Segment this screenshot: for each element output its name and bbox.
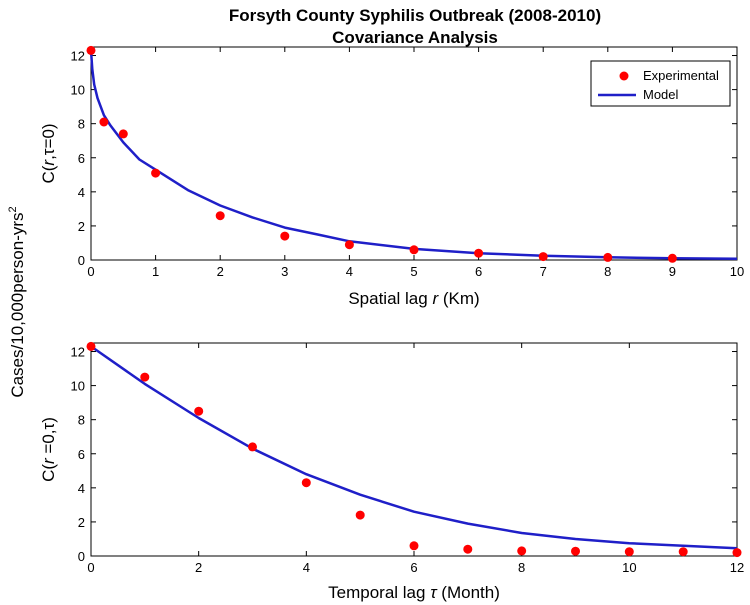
shared-y-axis-label-text: Cases/10,000person-yrs [8, 212, 27, 397]
temporal-experimental-point [732, 548, 742, 558]
temporal-experimental-point [86, 341, 96, 351]
legend: Experimental Model [590, 60, 731, 107]
temporal-y-tick-label: 8 [78, 413, 85, 428]
spatial-y-tick-label: 0 [78, 253, 85, 268]
spatial-y-axis-label-part: r [39, 159, 58, 166]
temporal-x-axis-label-text: Temporal lag [328, 583, 430, 602]
legend-model-label: Model [643, 87, 679, 102]
spatial-x-axis-label-variable: r [432, 289, 439, 308]
spatial-x-tick-label: 2 [217, 264, 224, 279]
temporal-x-tick-label: 2 [195, 560, 202, 575]
spatial-y-tick-label: 10 [71, 83, 85, 98]
legend-box [590, 60, 731, 107]
spatial-experimental-point [215, 211, 225, 221]
legend-experimental-label: Experimental [643, 68, 719, 83]
temporal-x-tick-label: 8 [518, 560, 525, 575]
temporal-model-line [90, 345, 738, 550]
temporal-experimental-point [517, 546, 527, 556]
temporal-experimental-point [355, 510, 365, 520]
temporal-plot-area [90, 342, 738, 557]
temporal-experimental-point [571, 546, 580, 556]
temporal-y-tick-label: 0 [78, 549, 85, 564]
spatial-model-line [89, 50, 738, 261]
spatial-x-axis-label-text: Spatial lag [348, 289, 432, 308]
legend-experimental-marker [619, 71, 629, 81]
spatial-experimental-point [280, 231, 290, 241]
spatial-x-tick-label: 4 [346, 264, 353, 279]
temporal-x-tick-label: 12 [730, 560, 744, 575]
spatial-experimental-point [86, 45, 96, 55]
chart-title: Forsyth County Syphilis Outbreak (2008-2… [229, 6, 601, 25]
spatial-x-tick-label: 5 [410, 264, 417, 279]
temporal-y-tick-label: 10 [71, 379, 85, 394]
shared-y-axis-label: Cases/10,000person-yrs2 [7, 206, 27, 397]
temporal-experimental-point [301, 478, 311, 488]
spatial-x-tick-label: 10 [730, 264, 744, 279]
spatial-y-tick-label: 2 [78, 219, 85, 234]
temporal-x-axis-label-unit: (Month) [437, 583, 500, 602]
spatial-x-axis-label: Spatial lag r (Km) [348, 289, 479, 308]
chart-subtitle: Covariance Analysis [332, 28, 498, 47]
temporal-y-tick-label: 4 [78, 481, 85, 496]
temporal-y-tick-label: 2 [78, 515, 85, 530]
temporal-y-tick-label: 6 [78, 447, 85, 462]
temporal-y-axis-label: C(r =0,τ) [39, 417, 58, 482]
temporal-x-tick-label: 4 [303, 560, 310, 575]
temporal-y-tick-label: 12 [71, 345, 85, 360]
temporal-y-axis-label-part: C( [39, 464, 58, 482]
temporal-x-tick-label: 0 [87, 560, 94, 575]
spatial-x-axis-label-unit: (Km) [438, 289, 480, 308]
spatial-y-tick-label: 4 [78, 185, 85, 200]
shared-y-axis-label-superscript: 2 [7, 206, 19, 212]
spatial-experimental-point [151, 168, 161, 178]
temporal-experimental-point [140, 372, 150, 382]
spatial-y-tick-label: 6 [78, 151, 85, 166]
spatial-experimental-point [538, 252, 548, 262]
temporal-x-axis-label: Temporal lag τ (Month) [328, 583, 500, 602]
spatial-experimental-point [99, 117, 109, 127]
spatial-x-tick-label: 7 [540, 264, 547, 279]
spatial-experimental-point [603, 252, 613, 262]
temporal-x-tick-label: 6 [410, 560, 417, 575]
spatial-y-tick-label: 8 [78, 117, 85, 132]
spatial-x-tick-label: 1 [152, 264, 159, 279]
spatial-experimental-point [474, 248, 484, 258]
temporal-x-axis-label-variable: τ [430, 583, 438, 602]
temporal-experimental-point [248, 442, 257, 452]
temporal-experimental-point [624, 547, 634, 557]
spatial-experimental-point [667, 253, 677, 263]
temporal-y-axis-label-part: r [39, 457, 58, 464]
spatial-x-tick-label: 9 [669, 264, 676, 279]
spatial-experimental-point [409, 245, 419, 255]
spatial-x-tick-label: 8 [604, 264, 611, 279]
temporal-experimental-point [409, 541, 419, 551]
spatial-x-tick-label: 6 [475, 264, 482, 279]
spatial-x-tick-label: 0 [87, 264, 94, 279]
temporal-x-tick-label: 10 [622, 560, 636, 575]
temporal-panel: 0 2 4 6 8 10 12 0 2 4 6 8 10 12 Temporal lag τ (Month)… [39, 341, 744, 602]
temporal-experimental-point [463, 544, 473, 554]
temporal-experimental-point [194, 406, 204, 416]
temporal-y-axis-label-part: =0,τ) [39, 417, 58, 458]
spatial-y-axis-label-part: C( [39, 165, 58, 183]
spatial-y-tick-label: 12 [71, 49, 85, 64]
spatial-experimental-point [118, 129, 128, 139]
spatial-x-tick-label: 3 [281, 264, 288, 279]
spatial-y-axis-label: C(r,τ=0) [39, 123, 58, 183]
temporal-experimental-point [678, 547, 688, 557]
spatial-experimental-point [344, 240, 354, 250]
spatial-y-axis-label-part: ,τ=0) [39, 123, 58, 159]
